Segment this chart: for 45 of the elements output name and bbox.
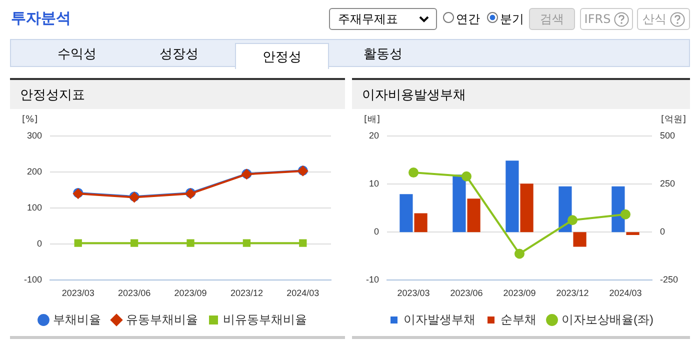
y-axis-title: [%]	[22, 114, 38, 125]
text: 산식	[637, 8, 690, 30]
x-tick-label: 2023/03	[397, 288, 430, 298]
y-tick-label: 300	[26, 130, 42, 140]
y-tick-label: -10	[366, 274, 380, 285]
legend-label: 순부채	[500, 312, 537, 326]
y-tick-label: 0	[37, 238, 42, 249]
y-tick-label: 10	[368, 178, 380, 189]
chart-title: 이자비용발생부채	[352, 78, 690, 109]
y2-tick-label: 250	[660, 178, 676, 189]
category-label: 수익성	[56, 46, 98, 64]
y2-tick-label: -250	[660, 274, 678, 285]
legend-label: 비유동부채비율	[223, 312, 307, 326]
text: IFRS	[580, 8, 633, 30]
x-tick-label: 2023/12	[556, 288, 589, 298]
legend-label: 유동부채비율	[126, 312, 198, 326]
y2-tick-label: 500	[660, 130, 676, 140]
y-tick-label: 200	[26, 166, 42, 177]
x-tick-label: 2023/09	[174, 288, 207, 298]
text: 주재무제표	[329, 8, 437, 30]
text: 연간	[456, 10, 480, 28]
y2-axis-title: [억원]	[660, 114, 686, 125]
legend-label: 이자발생부채	[404, 312, 476, 326]
x-tick-label: 2023/06	[118, 288, 151, 298]
text: 투자분석	[11, 9, 71, 28]
x-tick-label: 2023/03	[62, 288, 94, 298]
x-tick-label: 2023/06	[450, 288, 483, 298]
y-tick-label: 100	[26, 202, 42, 213]
y2-tick-label: 0	[660, 226, 665, 237]
category-label: 성장성	[158, 46, 200, 64]
category-label: 안정성	[235, 43, 329, 69]
y-axis-title: [배]	[364, 114, 380, 125]
legend-label: 부채비율	[53, 312, 101, 326]
y-tick-label: 20	[368, 130, 380, 140]
y-tick-label: 0	[374, 226, 380, 237]
x-tick-label: 2023/09	[503, 288, 536, 298]
x-tick-label: 2023/12	[230, 288, 263, 298]
chart-title: 안정성지표	[10, 78, 345, 109]
text: 검색	[529, 8, 575, 30]
y-tick-label: -100	[24, 274, 42, 285]
category-label: 활동성	[362, 46, 404, 64]
x-tick-label: 2024/03	[286, 288, 320, 298]
text: 분기	[500, 10, 524, 28]
legend-label: 이자보상배율(좌)	[562, 312, 654, 326]
x-tick-label: 2024/03	[609, 288, 642, 298]
